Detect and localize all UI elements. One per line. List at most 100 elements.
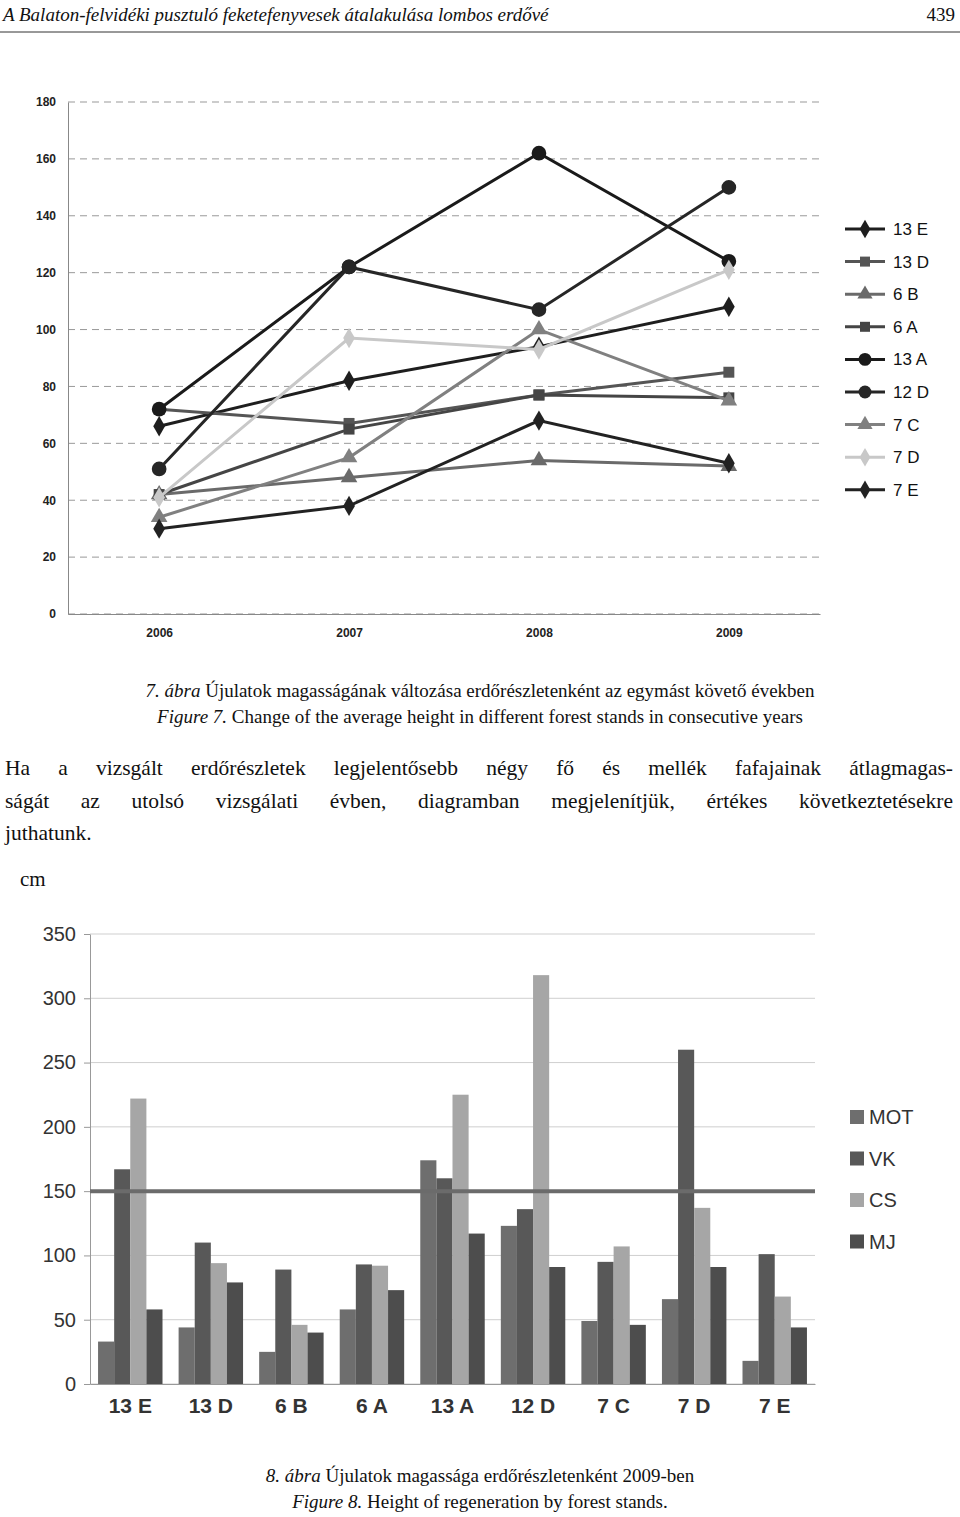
tick-label: 160 xyxy=(36,152,56,166)
tick: 7 D xyxy=(678,1384,711,1417)
bar xyxy=(275,1270,291,1384)
tick-label: 300 xyxy=(43,987,76,1009)
legend-item: 6 B xyxy=(845,285,919,304)
grid-line xyxy=(68,500,820,501)
marker xyxy=(341,468,358,482)
bar xyxy=(179,1327,195,1384)
bar xyxy=(598,1262,614,1384)
paragraph-line: juthatunk. xyxy=(5,817,953,850)
tick: 40 xyxy=(43,494,68,508)
paragraph: Ha a vizsgált erdőrészletek legjelentőse… xyxy=(5,752,953,850)
tick: 50 xyxy=(54,1309,90,1331)
tick-label: 7 D xyxy=(678,1394,711,1417)
bar xyxy=(372,1266,388,1384)
grid-line xyxy=(68,557,820,558)
bar xyxy=(356,1264,372,1384)
grid-line xyxy=(90,1191,815,1192)
legend-swatch xyxy=(850,1110,864,1124)
caption-en: Figure 8. Height of regeneration by fore… xyxy=(291,1491,668,1512)
legend-item: 13 A xyxy=(845,350,928,369)
tick: 150 xyxy=(43,1180,90,1202)
bar xyxy=(388,1290,404,1384)
caption-hu: 8. ábra Újulatok magassága erdőrészleten… xyxy=(266,1465,695,1486)
x-axis: 13 E13 D6 B6 A13 A12 D7 C7 D7 E xyxy=(91,1384,816,1417)
bar xyxy=(694,1208,710,1384)
legend: MOTVKCSMJ xyxy=(850,1106,913,1253)
grid xyxy=(68,102,820,614)
bar xyxy=(436,1178,452,1384)
tick: 2007 xyxy=(336,614,363,640)
legend-item: 13 E xyxy=(845,220,928,239)
tick-label: 120 xyxy=(36,266,56,280)
bar-chart: 05010015020025030035013 E13 D6 B6 A13 A1… xyxy=(43,923,816,1417)
bar xyxy=(501,1226,517,1384)
tick: 7 C xyxy=(597,1384,630,1417)
tick: 20 xyxy=(43,550,68,564)
tick-label: 100 xyxy=(43,1244,76,1266)
bar xyxy=(146,1309,162,1384)
tick-mark xyxy=(84,998,90,999)
tick-label: 2006 xyxy=(146,626,173,640)
tick: 80 xyxy=(43,380,68,394)
grid-line xyxy=(68,272,820,273)
caption-label: 7. ábra xyxy=(146,680,201,701)
legend-item: 7 E xyxy=(845,480,919,499)
tick-label: 13 E xyxy=(109,1394,152,1417)
marker xyxy=(533,339,545,359)
tick-mark xyxy=(84,1127,90,1128)
line-chart: 0204060801001201401601802006200720082009 xyxy=(36,95,821,639)
marker xyxy=(723,260,735,280)
tick: 300 xyxy=(43,987,90,1009)
tick: 250 xyxy=(43,1051,90,1073)
axis-title: cm xyxy=(20,867,46,891)
tick: 13 D xyxy=(189,1384,233,1417)
tick: 2006 xyxy=(146,614,173,640)
marker xyxy=(153,487,165,507)
legend-marker xyxy=(860,257,870,267)
tick-label: 140 xyxy=(36,209,56,223)
tick-label: 13 D xyxy=(189,1394,233,1417)
marker xyxy=(531,320,548,334)
caption-label: 8. ábra xyxy=(266,1465,321,1486)
grid-line xyxy=(68,614,820,615)
tick: 6 A xyxy=(356,1384,388,1417)
marker xyxy=(721,180,736,195)
bar xyxy=(791,1327,807,1384)
tick-mark xyxy=(84,1191,90,1192)
tick-label: 2008 xyxy=(526,626,553,640)
legend-box xyxy=(832,208,960,508)
legend-label: 6 A xyxy=(893,318,918,337)
tick-label: 200 xyxy=(43,1116,76,1138)
grid-line xyxy=(68,158,820,159)
legend-label: MJ xyxy=(869,1231,896,1253)
tick-label: 6 B xyxy=(275,1394,308,1417)
marker xyxy=(723,297,735,317)
page-number: 439 xyxy=(927,4,956,25)
legend-item: MJ xyxy=(850,1231,896,1253)
bar xyxy=(227,1282,243,1384)
bar xyxy=(662,1299,678,1384)
caption-text: Height of regeneration by forest stands. xyxy=(367,1491,668,1512)
tick: 200 xyxy=(43,1116,90,1138)
tick-label: 350 xyxy=(43,923,76,945)
tick: 2009 xyxy=(716,614,743,640)
legend-swatch xyxy=(850,1193,864,1207)
marker xyxy=(152,462,167,477)
series-line xyxy=(159,330,729,518)
tick-label: 250 xyxy=(43,1051,76,1073)
bar xyxy=(775,1297,791,1384)
marker xyxy=(342,260,357,275)
grid-line xyxy=(90,934,815,935)
legend-item: CS xyxy=(850,1189,897,1211)
tick: 13 E xyxy=(109,1384,152,1417)
paragraph-line: ságát az utolsó vizsgálati évben, diagra… xyxy=(5,785,953,818)
tick: 100 xyxy=(36,323,68,337)
reference-line xyxy=(90,1189,815,1193)
grid xyxy=(90,934,815,1384)
tick: 0 xyxy=(49,607,68,621)
grid-line xyxy=(68,443,820,444)
legend-swatch xyxy=(850,1235,864,1249)
legend-marker xyxy=(860,448,871,467)
tick-label: 150 xyxy=(43,1180,76,1202)
marker xyxy=(533,390,544,401)
